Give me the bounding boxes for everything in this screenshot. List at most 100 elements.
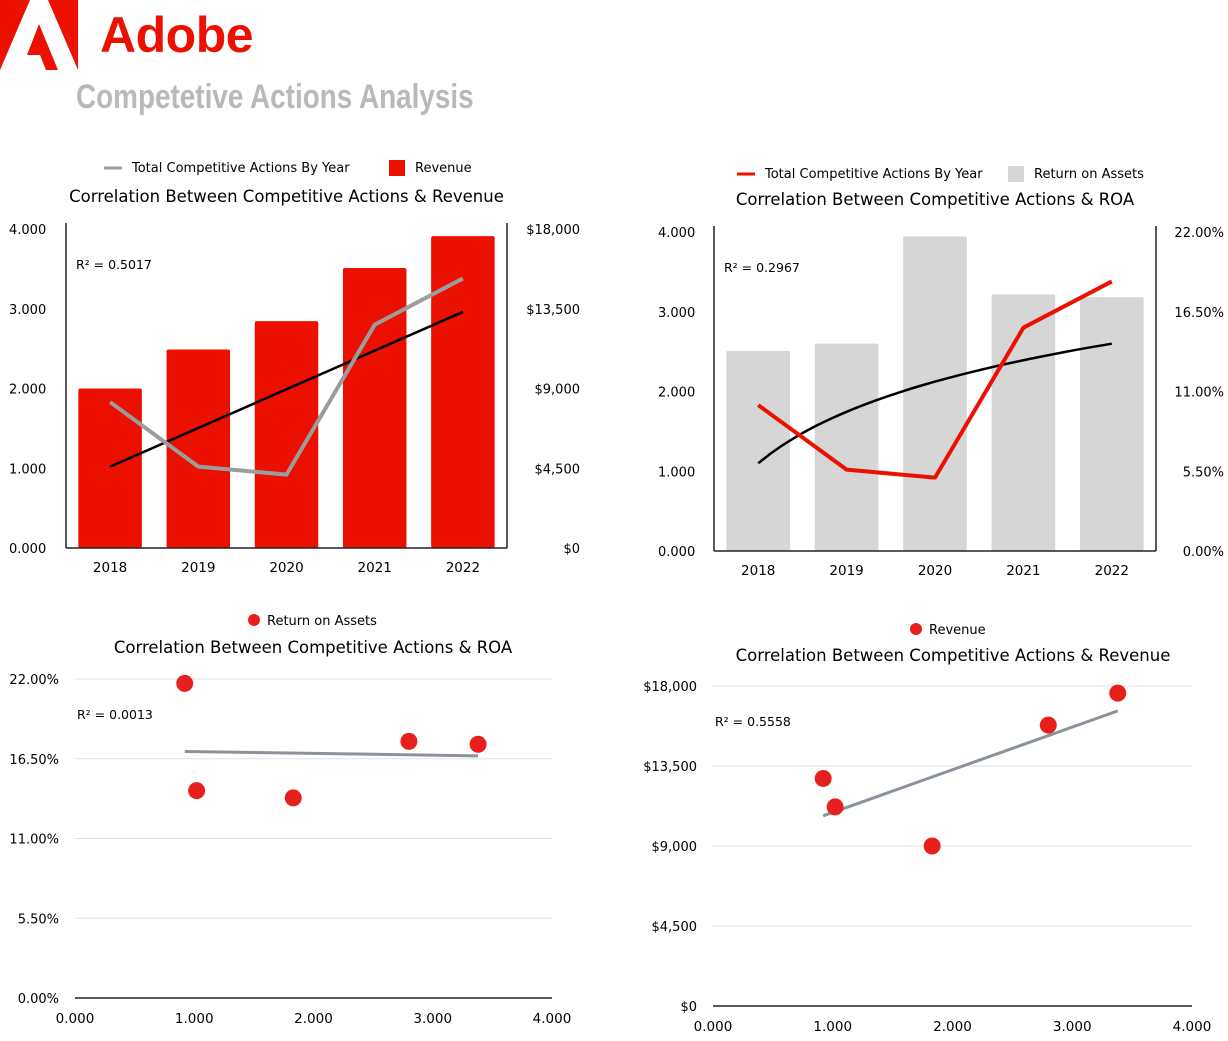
data-point bbox=[1109, 684, 1127, 702]
category-label: 2018 bbox=[93, 560, 127, 576]
bar-2018 bbox=[726, 350, 791, 551]
legend-bar-swatch bbox=[1008, 166, 1024, 182]
y-tick-label: 22.00% bbox=[9, 673, 59, 688]
brand-name: Adobe bbox=[100, 7, 254, 63]
left-tick-label: 1.000 bbox=[658, 465, 695, 480]
legend-dot-swatch bbox=[910, 623, 922, 635]
scatter-revenue: Revenue Correlation Between Competitive A… bbox=[643, 623, 1212, 1035]
y-tick-label: $13,500 bbox=[643, 760, 697, 775]
chart-title: Correlation Between Competitive Actions … bbox=[69, 187, 504, 206]
x-tick-label: 1.000 bbox=[813, 1019, 852, 1035]
right-tick-label: 22.00% bbox=[1174, 226, 1224, 241]
legend-bar-swatch bbox=[389, 160, 405, 176]
chart-actions-vs-roa: Total Competitive Actions By Year Return … bbox=[658, 166, 1224, 579]
data-point bbox=[923, 837, 941, 855]
x-tick-label: 4.000 bbox=[533, 1011, 572, 1027]
category-label: 2022 bbox=[446, 560, 480, 576]
x-tick-label: 0.000 bbox=[694, 1019, 733, 1035]
right-tick-label: $4,500 bbox=[535, 462, 581, 477]
x-tick-label: 1.000 bbox=[175, 1011, 214, 1027]
data-point bbox=[469, 735, 487, 753]
bar-2021 bbox=[991, 294, 1056, 551]
right-tick-label: 11.00% bbox=[1174, 386, 1224, 401]
data-point bbox=[176, 674, 194, 692]
legend-dot-swatch bbox=[248, 614, 260, 626]
adobe-logo-icon bbox=[0, 0, 78, 70]
data-point bbox=[1039, 716, 1057, 734]
x-tick-label: 0.000 bbox=[56, 1011, 95, 1027]
legend-bar-label: Return on Assets bbox=[1034, 167, 1144, 182]
bar-2019 bbox=[166, 349, 231, 548]
right-tick-label: $9,000 bbox=[535, 383, 581, 398]
right-tick-label: $0 bbox=[563, 542, 580, 557]
legend-line-label: Total Competitive Actions By Year bbox=[764, 167, 983, 182]
category-label: 2019 bbox=[829, 563, 863, 579]
x-tick-label: 3.000 bbox=[413, 1011, 452, 1027]
chart-actions-vs-revenue: Total Competitive Actions By Year Revenue… bbox=[9, 160, 581, 576]
x-tick-label: 2.000 bbox=[933, 1019, 972, 1035]
chart-title: Correlation Between Competitive Actions … bbox=[114, 638, 513, 657]
left-tick-label: 1.000 bbox=[9, 462, 46, 477]
left-tick-label: 2.000 bbox=[658, 386, 695, 401]
y-tick-label: 5.50% bbox=[18, 912, 59, 927]
y-tick-label: 0.00% bbox=[18, 992, 59, 1007]
legend-label: Revenue bbox=[929, 623, 986, 638]
page-subtitle: Competetive Actions Analysis bbox=[76, 78, 474, 116]
left-tick-label: 3.000 bbox=[9, 303, 46, 318]
left-tick-label: 0.000 bbox=[658, 545, 695, 560]
trend-line bbox=[109, 310, 464, 468]
left-tick-label: 4.000 bbox=[9, 223, 46, 238]
bar-2020 bbox=[254, 321, 319, 548]
bar-2021 bbox=[342, 267, 407, 548]
data-point bbox=[188, 782, 206, 800]
legend-bar-label: Revenue bbox=[415, 161, 472, 176]
left-tick-label: 2.000 bbox=[9, 383, 46, 398]
bar-2022 bbox=[1079, 297, 1144, 551]
category-label: 2021 bbox=[358, 560, 392, 576]
data-point bbox=[814, 769, 832, 787]
left-tick-label: 0.000 bbox=[9, 542, 46, 557]
y-tick-label: $0 bbox=[680, 1000, 697, 1015]
right-tick-label: 5.50% bbox=[1183, 465, 1224, 480]
data-point bbox=[400, 732, 418, 750]
category-label: 2019 bbox=[181, 560, 215, 576]
r-squared-label: R² = 0.2967 bbox=[724, 260, 800, 275]
y-tick-label: $4,500 bbox=[652, 920, 698, 935]
scatter-roa: Return on Assets Correlation Between Comp… bbox=[9, 614, 572, 1027]
bar-2019 bbox=[814, 343, 879, 551]
right-tick-label: 16.50% bbox=[1174, 306, 1224, 321]
right-tick-label: $13,500 bbox=[526, 303, 580, 318]
legend-label: Return on Assets bbox=[267, 614, 377, 629]
chart-title: Correlation Between Competitive Actions … bbox=[736, 190, 1135, 209]
category-label: 2018 bbox=[741, 563, 775, 579]
y-tick-label: 11.00% bbox=[9, 833, 59, 848]
data-point bbox=[284, 789, 302, 807]
trend-line bbox=[757, 342, 1113, 465]
page-header: Adobe Competetive Actions Analysis bbox=[0, 0, 600, 130]
x-tick-label: 2.000 bbox=[294, 1011, 333, 1027]
chart-title: Correlation Between Competitive Actions … bbox=[736, 646, 1171, 665]
r-squared-label: R² = 0.5017 bbox=[76, 257, 152, 272]
legend-line-label: Total Competitive Actions By Year bbox=[131, 161, 350, 176]
y-tick-label: $18,000 bbox=[643, 680, 697, 695]
data-point bbox=[826, 798, 844, 816]
category-label: 2020 bbox=[918, 563, 952, 579]
right-tick-label: 0.00% bbox=[1183, 545, 1224, 560]
category-label: 2020 bbox=[269, 560, 303, 576]
bar-2020 bbox=[903, 236, 967, 551]
r-squared-label: R² = 0.0013 bbox=[77, 707, 153, 722]
r-squared-label: R² = 0.5558 bbox=[715, 714, 791, 729]
left-tick-label: 4.000 bbox=[658, 226, 695, 241]
x-tick-label: 3.000 bbox=[1053, 1019, 1092, 1035]
category-label: 2022 bbox=[1095, 563, 1129, 579]
left-tick-label: 3.000 bbox=[658, 306, 695, 321]
x-tick-label: 4.000 bbox=[1173, 1019, 1212, 1035]
bar-2022 bbox=[431, 236, 495, 548]
trend-line bbox=[184, 750, 479, 758]
trend-line bbox=[822, 709, 1119, 818]
right-tick-label: $18,000 bbox=[526, 223, 580, 238]
bar-2018 bbox=[78, 388, 142, 548]
y-tick-label: $9,000 bbox=[652, 840, 698, 855]
y-tick-label: 16.50% bbox=[9, 753, 59, 768]
category-label: 2021 bbox=[1006, 563, 1040, 579]
